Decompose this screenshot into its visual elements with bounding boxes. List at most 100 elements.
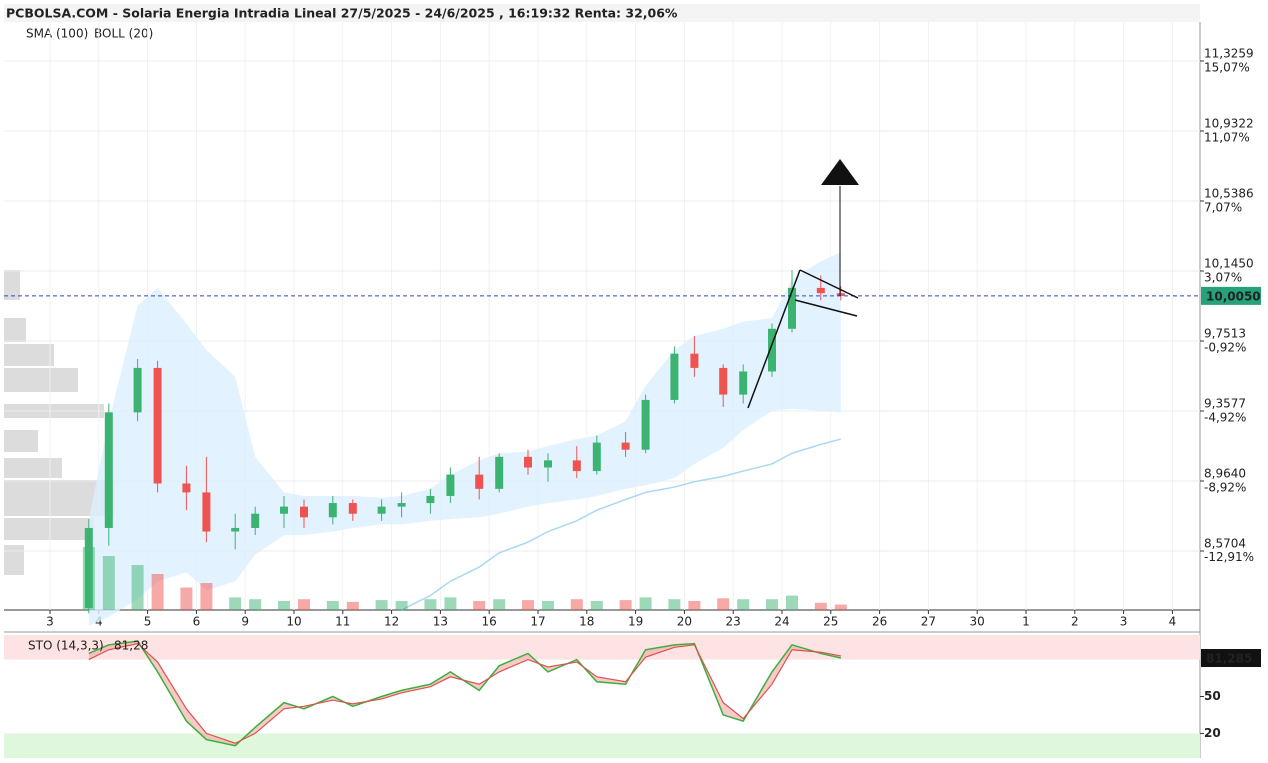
- x-tick-label: 3: [1120, 615, 1128, 629]
- flag-drawing: [747, 186, 859, 409]
- sto-current-box: [1201, 649, 1261, 668]
- candle-body: [592, 442, 601, 472]
- x-tick-label: 27: [921, 615, 936, 629]
- candle-body: [397, 503, 406, 507]
- volume-bar: [180, 587, 193, 610]
- candle-body: [836, 293, 845, 296]
- candle-body: [377, 506, 386, 514]
- y-tick-label: 9,3577: [1204, 396, 1246, 410]
- volume-bar: [737, 599, 750, 610]
- oversold-zone: [4, 733, 1200, 758]
- volume-bar: [814, 602, 827, 610]
- candle-body: [153, 367, 162, 484]
- volume-bar: [102, 556, 115, 610]
- pct-tick-label: -4,92%: [1204, 410, 1246, 424]
- candle-body: [133, 367, 142, 413]
- candle-body: [84, 527, 93, 608]
- candle-body: [719, 367, 728, 395]
- candle-body: [816, 287, 825, 294]
- y-tick-label: 10,5386: [1204, 186, 1254, 200]
- candle-body: [641, 399, 650, 450]
- pct-tick-label: -8,92%: [1204, 480, 1246, 494]
- bollinger-band: [88, 252, 841, 626]
- volume-bar: [834, 604, 847, 610]
- legend-boll: BOLL (20): [94, 27, 153, 41]
- pct-tick-label: -0,92%: [1204, 340, 1246, 354]
- y-tick-label: 9,7513: [1204, 326, 1246, 340]
- x-tick-label: 26: [872, 615, 887, 629]
- candle-body: [495, 456, 504, 489]
- volume-bar: [298, 599, 310, 610]
- pct-tick-label: -12,91%: [1204, 550, 1254, 564]
- candle-body: [348, 503, 357, 514]
- volume-bar: [619, 600, 632, 610]
- volume-bar: [473, 601, 486, 610]
- x-tick-label: 23: [726, 615, 741, 629]
- x-tick-label: 12: [384, 615, 399, 629]
- y-tick-label: 10,9322: [1204, 116, 1254, 130]
- x-tick-label: 17: [530, 615, 545, 629]
- y-tick-label: 10,1450: [1204, 256, 1254, 270]
- header-bar: [4, 4, 1200, 22]
- sto-tick-label: 20: [1204, 726, 1221, 740]
- candle-body: [739, 371, 748, 395]
- x-tick-label: 25: [823, 615, 838, 629]
- volume-bar: [570, 599, 583, 610]
- candle-body: [475, 474, 484, 489]
- volume-bar: [375, 600, 388, 610]
- y-tick-label: 8,9640: [1204, 467, 1246, 481]
- volume-bar: [249, 599, 262, 610]
- volume-bar: [229, 597, 242, 610]
- volume-bar: [151, 574, 164, 610]
- x-tick-label: 6: [193, 615, 201, 629]
- volume-bar: [493, 599, 506, 610]
- volume-bar: [424, 599, 437, 610]
- candle-body: [182, 483, 191, 493]
- x-tick-label: 20: [677, 615, 692, 629]
- volume-bar: [542, 601, 554, 610]
- x-tick-label: 9: [241, 615, 249, 629]
- volume-bar: [326, 601, 339, 610]
- candle-body: [670, 353, 679, 400]
- chart-title: PCBOLSA.COM - Solaria Energia Intradia L…: [6, 6, 678, 21]
- candle-body: [231, 527, 240, 532]
- candle-body: [768, 328, 776, 372]
- candle-body: [524, 456, 532, 468]
- sma-line: [401, 438, 841, 611]
- candle-body: [280, 506, 288, 514]
- volume-bar: [786, 595, 798, 610]
- volume-bar: [639, 597, 652, 610]
- y-tick-label: 11,3259: [1204, 46, 1254, 60]
- x-tick-label: 24: [774, 615, 789, 629]
- candle-body: [300, 506, 308, 518]
- volume-bar: [444, 597, 457, 610]
- sto-readout: 81,28: [114, 639, 148, 653]
- x-tick-label: 10: [286, 615, 301, 629]
- current-price-box: [1201, 286, 1261, 305]
- volume-bar: [522, 600, 534, 610]
- candle-body: [426, 495, 435, 504]
- x-tick-label: 1: [1022, 615, 1030, 629]
- x-tick-label: 30: [970, 615, 985, 629]
- pct-tick-label: 15,07%: [1204, 61, 1250, 75]
- x-tick-label: 4: [1169, 615, 1177, 629]
- overbought-zone: [4, 635, 1200, 660]
- x-tick-label: 4: [95, 615, 103, 629]
- candle-body: [572, 460, 581, 472]
- candle-body: [328, 503, 337, 518]
- candle-body: [621, 442, 630, 450]
- volume-bar: [590, 601, 603, 610]
- candle-body: [544, 460, 552, 468]
- volume-bar: [668, 599, 681, 610]
- x-tick-label: 16: [482, 615, 497, 629]
- sto-name: STO (14,3,3): [28, 639, 104, 653]
- candle-body: [446, 474, 455, 496]
- volume-bar: [131, 565, 144, 610]
- candle-body: [690, 353, 699, 368]
- x-tick-label: 18: [579, 615, 594, 629]
- pct-tick-label: 11,07%: [1204, 131, 1250, 145]
- candle-body: [104, 412, 113, 528]
- volume-bar: [278, 601, 290, 610]
- volume-bar: [200, 583, 213, 610]
